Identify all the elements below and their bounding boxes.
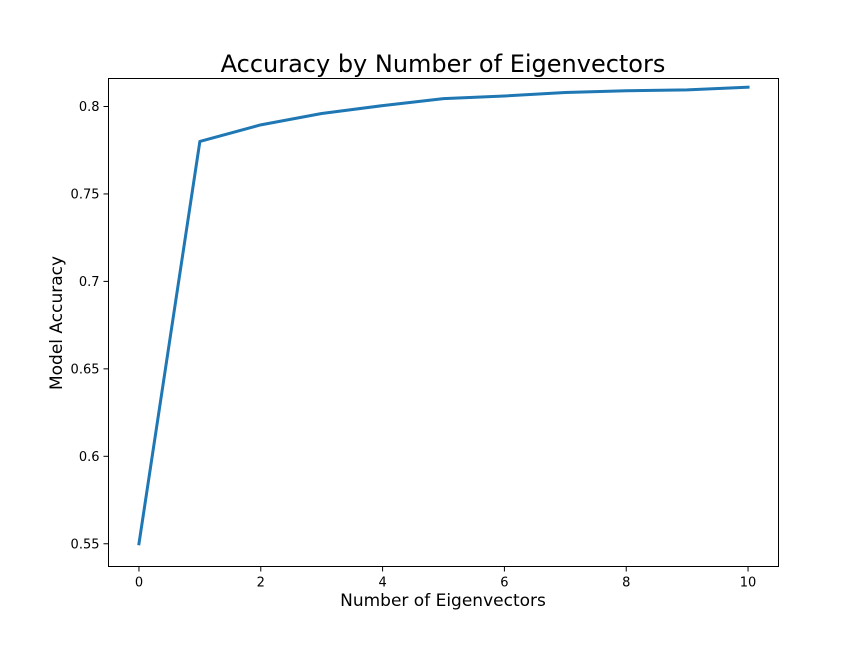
y-tick-label: 0.7: [79, 275, 100, 290]
y-axis-ticks: 0.55 0.6 0.65 0.7 0.75 0.8: [71, 100, 109, 552]
axes-frame: [108, 78, 779, 567]
series-line-0: [137, 85, 750, 546]
x-tick-label: 8: [622, 576, 630, 591]
y-axis-label: Model Accuracy: [47, 256, 67, 390]
x-tick-label: 6: [500, 576, 508, 591]
x-axis-ticks: 0 2 4 6 8 10: [135, 566, 757, 591]
y-tick-label: 0.8: [79, 100, 100, 115]
y-tick-label: 0.75: [71, 187, 100, 202]
y-tick-label: 0.6: [79, 450, 100, 465]
plot-area: [137, 85, 750, 546]
x-tick-label: 4: [378, 576, 386, 591]
y-tick-label: 0.65: [71, 362, 100, 377]
y-tick-label: 0.55: [71, 537, 100, 552]
x-tick-label: 10: [740, 576, 757, 591]
x-axis-label: Number of Eigenvectors: [340, 591, 546, 611]
x-tick-label: 2: [257, 576, 265, 591]
chart-title: Accuracy by Number of Eigenvectors: [221, 50, 666, 78]
x-tick-label: 0: [135, 576, 143, 591]
